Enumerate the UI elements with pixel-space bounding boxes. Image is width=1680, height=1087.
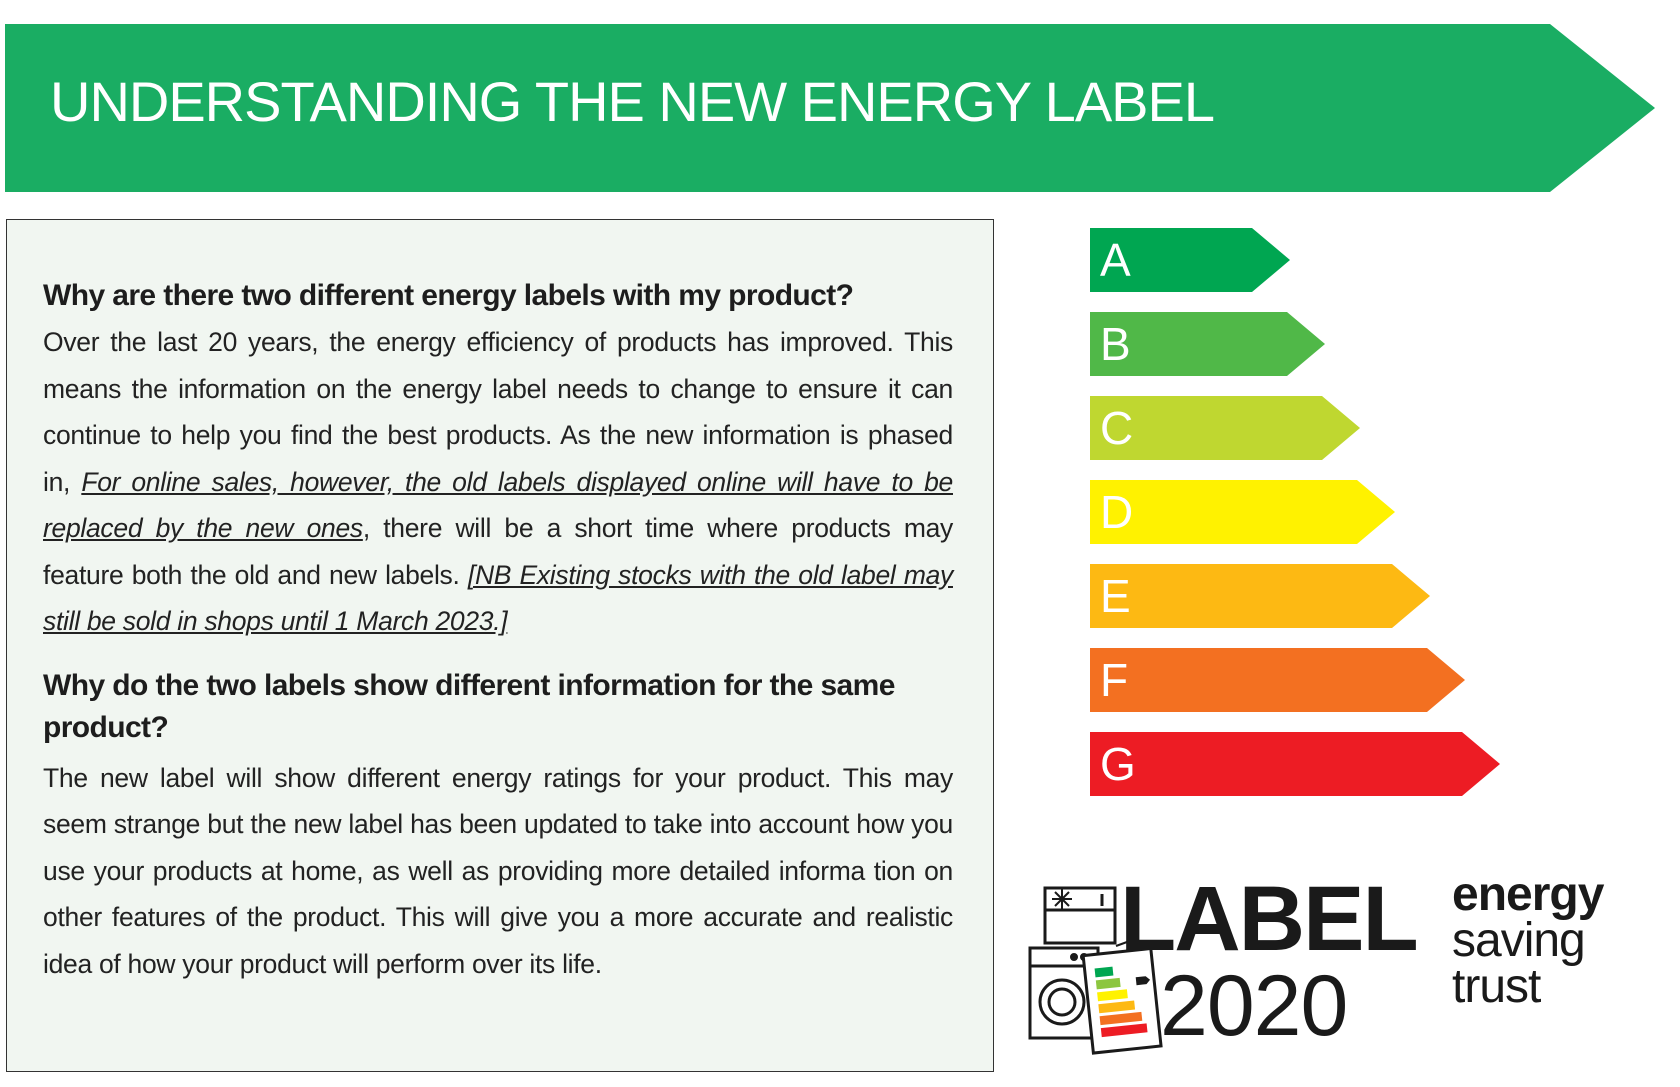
online-sales-emphasis: For online sales, however, the old label…: [43, 466, 953, 544]
rating-bar-b: B: [1090, 312, 1325, 376]
question-heading-1: Why are there two different energy label…: [43, 279, 854, 312]
trust-word-energy: energy: [1452, 870, 1605, 921]
rating-letter-c: C: [1100, 402, 1134, 454]
rating-letter-a: A: [1100, 234, 1131, 286]
rating-bar-f: F: [1090, 648, 1465, 712]
info-panel: Why are there two different energy label…: [6, 219, 994, 1072]
answer-text-1b: , there will be a short time where produ…: [43, 513, 954, 590]
rating-letter-f: F: [1100, 654, 1129, 706]
logo-area: LABEL 2020 energy saving trust: [1020, 868, 1640, 1065]
rating-bar-g: G: [1090, 732, 1500, 796]
rating-letter-b: B: [1100, 318, 1131, 370]
answer-paragraph-1: Over the last 20 years, the energy effic…: [43, 319, 953, 645]
label-year: 2020: [1160, 958, 1347, 1054]
rating-bar-d: D: [1090, 480, 1395, 544]
logos-graphic: LABEL 2020 energy saving trust: [1028, 868, 1606, 1055]
label-word: LABEL: [1120, 870, 1417, 970]
energy-saving-trust-logo: energy saving trust: [1452, 868, 1606, 1013]
trust-word-trust: trust: [1452, 960, 1541, 1013]
page-title: UNDERSTANDING THE NEW ENERGY LABEL: [50, 70, 1215, 133]
rating-letter-e: E: [1100, 570, 1131, 622]
question-heading-2: Why do the two labels show different inf…: [43, 668, 895, 744]
answer-text-1a: Over the last 20 years, the energy effic…: [43, 327, 953, 497]
answer-paragraph-2: The new label will show different energy…: [43, 762, 953, 979]
stock-note: [NB Existing stocks with the old label m…: [43, 559, 953, 637]
trust-word-saving: saving: [1452, 914, 1585, 967]
appliances-icon: [1028, 886, 1163, 1055]
rating-letter-d: D: [1100, 486, 1134, 538]
rating-letter-g: G: [1100, 738, 1136, 790]
rating-bar-e: E: [1090, 564, 1430, 628]
rating-bar-c: C: [1090, 396, 1360, 460]
header-banner: UNDERSTANDING THE NEW ENERGY LABEL: [5, 24, 1655, 192]
rating-bar-a: A: [1090, 228, 1290, 292]
